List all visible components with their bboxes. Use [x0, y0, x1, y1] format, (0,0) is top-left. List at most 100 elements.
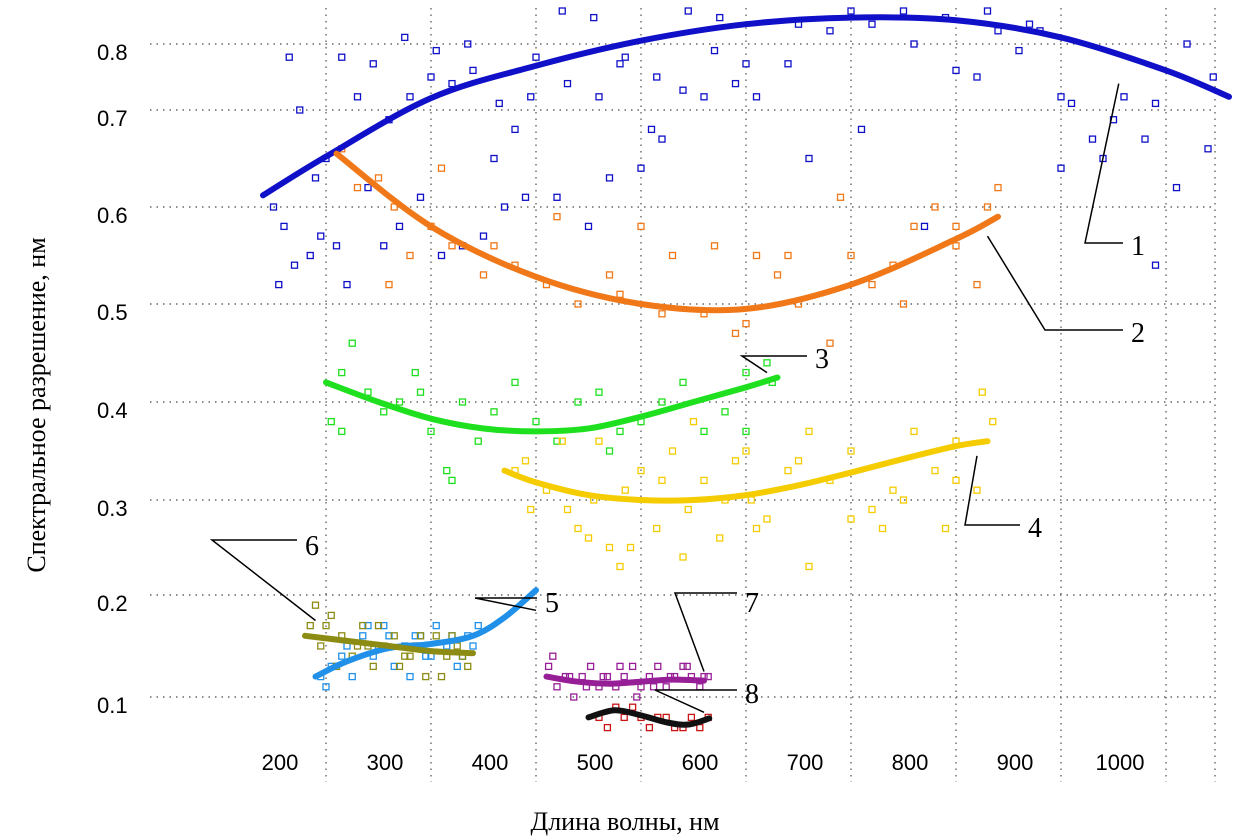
series-8-point-3 — [620, 713, 628, 722]
series-1-point-72 — [464, 40, 472, 48]
series-3-point-21 — [700, 427, 708, 436]
series-7-point-5 — [586, 662, 595, 671]
series-4-point-23 — [910, 427, 918, 436]
series-4-point-31 — [626, 543, 635, 552]
callout-label-8: 8 — [745, 679, 759, 710]
series-5-point-13 — [453, 662, 461, 671]
series-6-point-2 — [327, 611, 335, 620]
y-tick-0.2: 0.2 — [97, 591, 128, 616]
series-2-point-40 — [983, 203, 992, 211]
series-1-point-64 — [1172, 183, 1181, 192]
series-1-point-22 — [731, 79, 740, 88]
series-5-point-16 — [322, 683, 330, 691]
series-1-point-76 — [590, 13, 598, 22]
series-6-point-5 — [359, 621, 367, 630]
series-4-point-24 — [931, 466, 939, 475]
series-1-point-81 — [752, 93, 761, 101]
series-4-point-42 — [616, 562, 624, 571]
series-4-point-1 — [527, 505, 535, 514]
series-2-point-10 — [574, 300, 582, 308]
series-7-point-24 — [616, 662, 624, 671]
callout-leader-2 — [986, 235, 1123, 331]
series-6-point-11 — [422, 672, 430, 681]
y-tick-0.6: 0.6 — [97, 203, 128, 228]
series-1-point-16 — [553, 193, 561, 201]
series-4-point-44 — [742, 447, 750, 455]
series-3-point-6 — [411, 368, 419, 377]
series-1-point-20 — [658, 135, 666, 143]
series-1-point-56 — [847, 7, 855, 15]
series-4-point-28 — [521, 457, 530, 465]
x-tick-200: 200 — [262, 750, 299, 775]
series-7-point-14 — [662, 683, 670, 691]
series-1-point-44 — [469, 66, 477, 75]
series-2-point-4 — [406, 251, 414, 260]
x-tick-700: 700 — [787, 750, 824, 775]
callout-leader-3 — [739, 355, 807, 374]
series-3-point-9 — [458, 398, 467, 406]
series-5-point-6 — [380, 621, 388, 630]
series-4-point-37 — [847, 515, 855, 523]
series-4-point-14 — [731, 457, 740, 465]
series-2-point-27 — [994, 183, 1002, 192]
series-4-point-4 — [574, 524, 582, 533]
series-3-point-20 — [679, 378, 687, 387]
series-1-point-41 — [406, 93, 414, 101]
series-3-point-22 — [721, 408, 729, 416]
series-1-point-65 — [1204, 145, 1212, 153]
series-1-point-1 — [280, 222, 288, 231]
series-6-fit-line — [302, 632, 476, 657]
series-4-fit-line — [501, 438, 991, 504]
series-6-point-9 — [401, 652, 409, 660]
series-1-point-54 — [742, 60, 750, 68]
callout-label-2: 2 — [1131, 318, 1145, 349]
series-1-point-71 — [432, 46, 440, 55]
series-5-point-20 — [406, 672, 414, 681]
series-7-point-7 — [603, 672, 612, 681]
series-5-point-3 — [348, 672, 356, 681]
series-4-point-47 — [941, 524, 950, 533]
series-3-point-10 — [474, 437, 482, 445]
series-2-point-34 — [710, 242, 719, 250]
series-3-point-5 — [395, 398, 404, 406]
series-1-point-86 — [1015, 46, 1023, 55]
series-2-point-25 — [952, 242, 960, 250]
y-tick-labels: 0.1 0.2 0.3 0.4 0.5 0.6 0.7 0.8 — [97, 40, 128, 718]
series-1-point-27 — [952, 66, 960, 75]
series-1-point-52 — [679, 86, 687, 94]
series-2-point-1 — [353, 183, 362, 192]
series-4-point-26 — [973, 486, 981, 494]
series-1-point-70 — [401, 33, 409, 42]
series-1-point-9 — [395, 222, 404, 231]
series-3-point-14 — [553, 437, 561, 445]
series-8-point-1 — [603, 723, 612, 732]
series-7-point-18 — [696, 683, 704, 691]
series-6-point-24 — [322, 621, 330, 630]
series-2-point-30 — [490, 242, 498, 250]
series-3-point-24 — [763, 359, 771, 367]
series-1-point-45 — [490, 154, 498, 163]
series-1-point-89 — [1151, 261, 1160, 269]
series-2-point-33 — [658, 310, 666, 318]
series-1-point-29 — [1025, 20, 1034, 28]
series-1-point-78 — [653, 73, 661, 81]
series-1-point-47 — [532, 53, 540, 61]
series-1-point-83 — [857, 125, 866, 134]
series-1-point-68 — [338, 53, 346, 61]
series-6-point-26 — [406, 652, 414, 660]
series-1-point-14 — [500, 203, 509, 211]
series-7-point-26 — [649, 683, 658, 691]
series-2-point-20 — [847, 251, 855, 260]
y-tick-0.8: 0.8 — [97, 40, 128, 65]
series-5-point-18 — [364, 621, 372, 630]
series-2-point-16 — [752, 251, 761, 260]
series-1-point-13 — [479, 232, 488, 240]
callout-label-3: 3 — [815, 344, 829, 375]
series-2-point-11 — [605, 271, 614, 279]
series-1-point-17 — [584, 222, 593, 231]
series-2-point-3 — [390, 203, 398, 211]
series-2-point-2 — [374, 174, 383, 182]
series-4-point-17 — [784, 466, 792, 475]
series-1-point-79 — [684, 7, 692, 15]
